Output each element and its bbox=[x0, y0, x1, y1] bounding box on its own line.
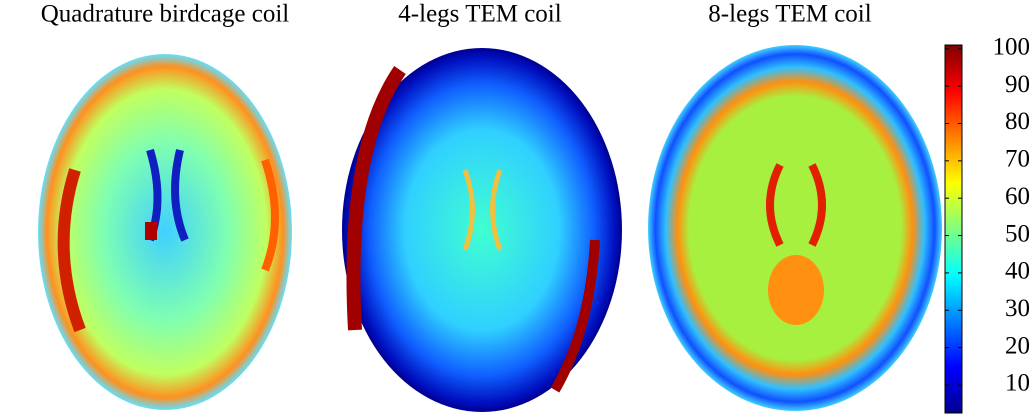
panel-title: Quadrature birdcage coil bbox=[41, 1, 290, 28]
map-birdcage bbox=[38, 54, 292, 410]
tick-label: 70 bbox=[1005, 146, 1030, 173]
map-4-legs bbox=[342, 48, 622, 412]
tick-label: 10 bbox=[1005, 370, 1030, 397]
colorbar-scale bbox=[944, 44, 963, 414]
tick-label: 30 bbox=[1005, 295, 1030, 322]
tick-label: 80 bbox=[1005, 108, 1030, 135]
tick-label: 90 bbox=[1005, 71, 1030, 98]
tick-label: 40 bbox=[1005, 258, 1030, 285]
panel-title: 4-legs TEM coil bbox=[398, 1, 561, 28]
tick-label: 100 bbox=[993, 33, 1031, 60]
tick-label: 50 bbox=[1005, 220, 1030, 247]
map-8-legs bbox=[648, 45, 942, 411]
colorbar: 10 20 30 40 50 60 70 80 90 100 bbox=[944, 33, 1031, 414]
tick-label: 60 bbox=[1005, 183, 1030, 210]
tick-label: 20 bbox=[1005, 332, 1030, 359]
panel-title: 8-legs TEM coil bbox=[708, 1, 871, 28]
